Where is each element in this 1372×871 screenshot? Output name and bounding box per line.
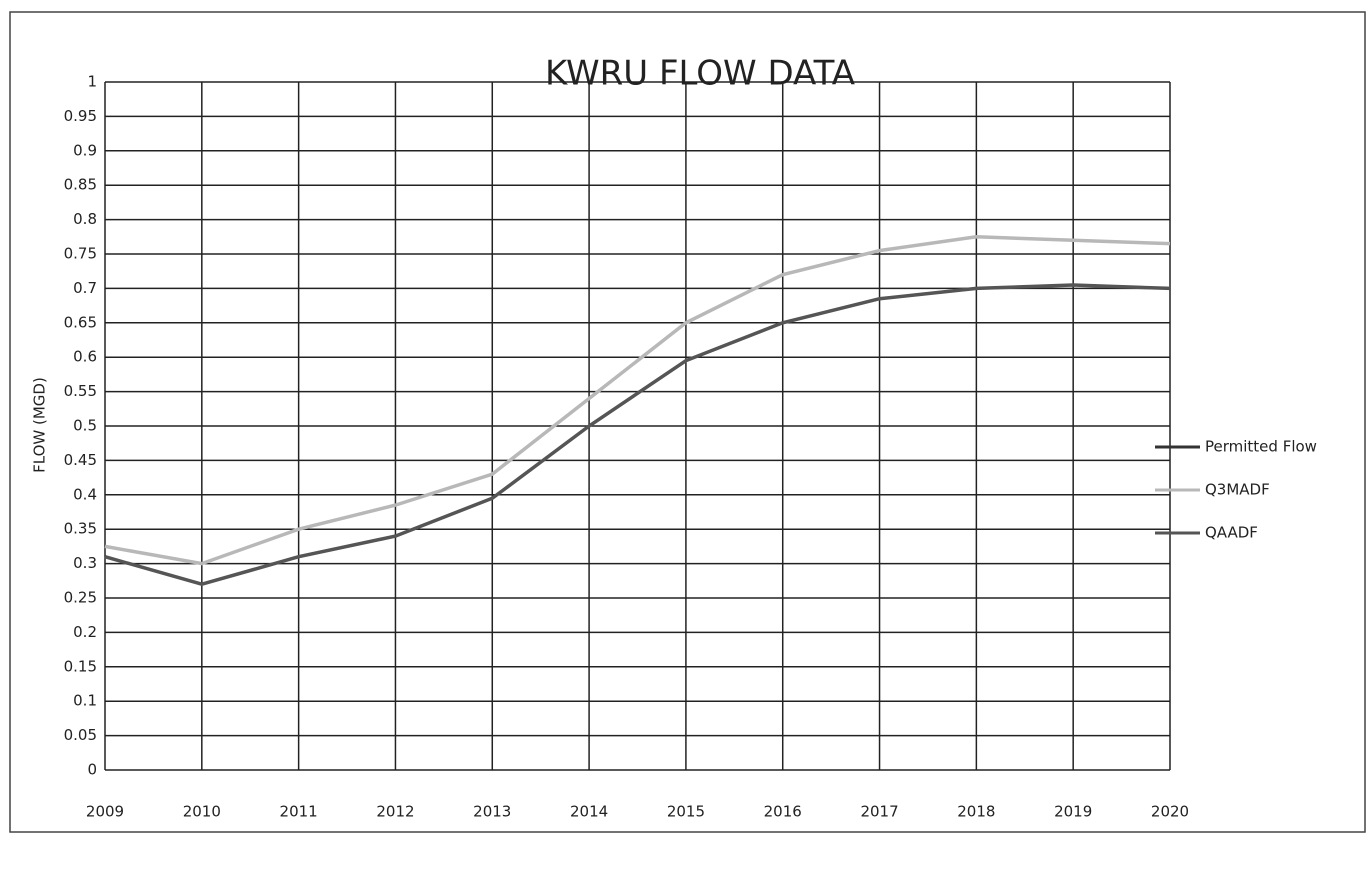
chart-border bbox=[9, 11, 1366, 833]
y-tick-label: 0.25 bbox=[64, 589, 97, 607]
y-tick-label: 0.9 bbox=[73, 141, 97, 159]
x-tick-label: 2014 bbox=[570, 803, 608, 821]
y-tick-label: 0.45 bbox=[64, 451, 97, 469]
series-line bbox=[104, 283, 1171, 587]
x-tick-label: 2019 bbox=[1054, 803, 1092, 821]
y-tick-label: 0.85 bbox=[64, 176, 97, 194]
y-tick-label: 0.4 bbox=[73, 485, 97, 503]
legend-label: Q3MADF bbox=[1205, 481, 1270, 499]
y-tick-label: 0.55 bbox=[64, 382, 97, 400]
y-tick-label: 0.8 bbox=[73, 210, 97, 228]
y-tick-label: 0.05 bbox=[64, 726, 97, 744]
y-tick-label: 0.65 bbox=[64, 313, 97, 331]
x-tick-label: 2020 bbox=[1151, 803, 1189, 821]
x-tick-label: 2017 bbox=[860, 803, 898, 821]
chart-title: KWRU FLOW DATA bbox=[545, 54, 855, 94]
y-tick-label: 1 bbox=[87, 73, 97, 91]
y-tick-label: 0.5 bbox=[73, 417, 97, 435]
x-tick-label: 2009 bbox=[86, 803, 124, 821]
legend-label: QAADF bbox=[1205, 524, 1258, 542]
x-tick-label: 2015 bbox=[667, 803, 705, 821]
y-axis-label: FLOW (MGD) bbox=[31, 377, 49, 473]
x-tick-label: 2010 bbox=[183, 803, 221, 821]
x-tick-label: 2016 bbox=[764, 803, 802, 821]
x-tick-label: 2011 bbox=[280, 803, 318, 821]
x-tick-label: 2012 bbox=[376, 803, 414, 821]
y-tick-label: 0.1 bbox=[73, 692, 97, 710]
y-tick-label: 0 bbox=[87, 761, 97, 779]
x-tick-label: 2018 bbox=[957, 803, 995, 821]
y-tick-label: 0.15 bbox=[64, 657, 97, 675]
y-tick-label: 0.95 bbox=[64, 107, 97, 125]
x-tick-label: 2013 bbox=[473, 803, 511, 821]
y-tick-label: 0.35 bbox=[64, 520, 97, 538]
y-tick-label: 0.3 bbox=[73, 554, 97, 572]
series-line bbox=[104, 235, 1171, 566]
y-tick-label: 0.2 bbox=[73, 623, 97, 641]
y-tick-label: 0.7 bbox=[73, 279, 97, 297]
legend-label: Permitted Flow bbox=[1205, 438, 1317, 456]
y-tick-label: 0.6 bbox=[73, 348, 97, 366]
y-tick-label: 0.75 bbox=[64, 245, 97, 263]
